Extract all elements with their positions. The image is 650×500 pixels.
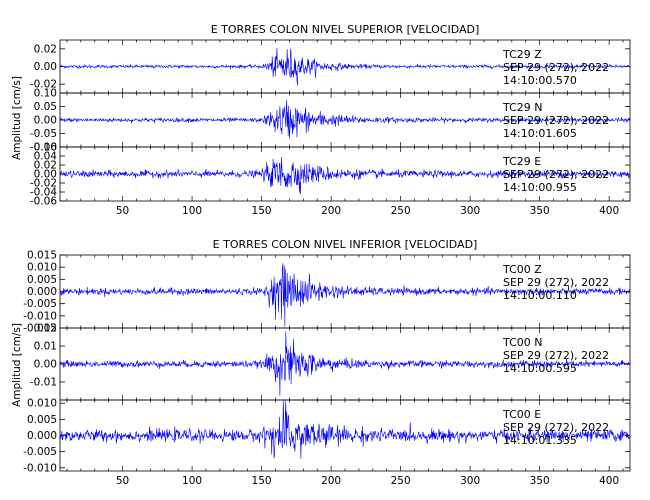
g2-panel-tc00-e-ytick-label: 0.005: [27, 414, 57, 426]
g2-xtick-label: 200: [321, 475, 341, 487]
g2-xtick-label: 250: [391, 475, 411, 487]
g2-panel-tc00-z-station-label: TC00 Z: [502, 263, 542, 276]
g2-panel-tc00-e-station-label: TC00 E: [502, 408, 541, 421]
g2-panel-tc00-z-ytick-label: -0.015: [23, 323, 57, 335]
g1-panel-tc29-z-ytick-label: 0.02: [34, 43, 57, 55]
g1-panel-tc29-e-ytick-label: 0.02: [34, 160, 57, 172]
g2-panel-tc00-n-time-label: 14:10:00.595: [503, 362, 577, 375]
g1-panel-tc29-z-time-label: 14:10:00.570: [503, 74, 577, 87]
g1-panel-tc29-z-ytick-label: -0.02: [30, 79, 57, 91]
g1-panel-tc29-n-ytick-label: -0.05: [30, 128, 57, 140]
g1-panel-tc29-e-date-label: SEP 29 (272), 2022: [503, 168, 609, 181]
g2-panel-tc00-z-ytick-label: -0.010: [23, 310, 57, 322]
g2-panel-tc00-z-trace: [59, 263, 631, 327]
g1-xtick-label: 100: [182, 205, 202, 217]
g1-panel-tc29-e-ytick-label: -0.04: [30, 187, 57, 199]
g1-panel-tc29-n-date-label: SEP 29 (272), 2022: [503, 114, 609, 127]
g1-panel-tc29-n-ytick-label: -0.10: [30, 142, 57, 154]
g1-panel-tc29-e-ytick-label: 0.06: [34, 142, 58, 154]
g2-panel-tc00-n-trace: [59, 331, 631, 396]
g2-xtick-label: 100: [182, 475, 202, 487]
g2-panel-tc00-n-ytick-label: 0.01: [34, 341, 57, 353]
g1-xtick-label: 350: [530, 205, 550, 217]
g1-panel-tc29-n-station-label: TC29 N: [502, 101, 542, 114]
group2-ylabel: Amplitud [cm/s]: [11, 323, 23, 407]
g2-panel-tc00-e-time-label: 14:10:01.335: [503, 434, 577, 447]
g2-panel-tc00-e-ytick-label: -0.010: [23, 462, 57, 474]
g1-xtick-label: 50: [116, 205, 129, 217]
g1-xtick-label: 250: [391, 205, 411, 217]
g2-panel-tc00-e-ytick-label: 0.010: [27, 398, 57, 410]
g2-xtick-label: 300: [460, 475, 480, 487]
g2-panel-tc00-z-ytick-label: 0.015: [27, 250, 57, 262]
g1-panel-tc29-e-time-label: 14:10:00.955: [503, 181, 577, 194]
g2-panel-tc00-e-ytick-label: -0.005: [23, 446, 57, 458]
g1-xtick-label: 150: [252, 205, 272, 217]
g1-xtick-label: 300: [460, 205, 480, 217]
g2-panel-tc00-e-date-label: SEP 29 (272), 2022: [503, 421, 609, 434]
g1-panel-tc29-z-date-label: SEP 29 (272), 2022: [503, 61, 609, 74]
g1-xtick-label: 400: [599, 205, 619, 217]
g2-xtick-label: 150: [252, 475, 272, 487]
group1-ylabel: Amplitud [cm/s]: [11, 76, 23, 160]
g1-panel-tc29-z-trace: [59, 48, 630, 86]
g1-panel-tc29-e-ytick-label: -0.02: [30, 178, 57, 190]
g2-xtick-label: 50: [116, 475, 129, 487]
g1-panel-tc29-n-trace: [59, 99, 631, 139]
g1-panel-tc29-z-station-label: TC29 Z: [502, 48, 542, 61]
g2-panel-tc00-z-ytick-label: 0.000: [27, 286, 57, 298]
g2-panel-tc00-z-ytick-label: 0.010: [27, 262, 57, 274]
g2-panel-tc00-e-trace: [59, 400, 630, 459]
g2-panel-tc00-z-time-label: 14:10:00.110: [503, 289, 577, 302]
g1-panel-tc29-n-ytick-label: 0.00: [34, 115, 57, 127]
g2-panel-tc00-n-station-label: TC00 N: [502, 336, 542, 349]
g1-panel-tc29-n-time-label: 14:10:01.605: [503, 127, 577, 140]
g1-panel-tc29-n-ytick-label: 0.10: [34, 88, 57, 100]
g1-panel-tc29-e-ytick-label: -0.06: [30, 196, 57, 208]
g1-panel-tc29-e-ytick-label: 0.00: [34, 169, 57, 181]
g1-panel-tc29-e-ytick-label: 0.04: [34, 151, 58, 163]
g2-panel-tc00-n-date-label: SEP 29 (272), 2022: [503, 349, 609, 362]
g1-panel-tc29-z-ytick-label: 0.00: [34, 61, 57, 73]
g2-panel-tc00-z-ytick-label: 0.005: [27, 274, 57, 286]
group2-panels: -0.015-0.010-0.0050.0000.0050.0100.015TC…: [23, 250, 631, 487]
g2-panel-tc00-z-ytick-label: -0.005: [23, 298, 57, 310]
g1-panel-tc29-n-ytick-label: 0.05: [34, 101, 57, 113]
g1-panel-tc29-e-station-label: TC29 E: [502, 155, 541, 168]
g2-panel-tc00-n-ytick-label: 0.00: [34, 359, 57, 371]
g2-xtick-label: 350: [530, 475, 550, 487]
group2-title: E TORRES COLON NIVEL INFERIOR [VELOCIDAD…: [213, 238, 478, 251]
g1-panel-tc29-e-trace: [59, 156, 631, 195]
g2-panel-tc00-n-ytick-label: 0.02: [34, 323, 57, 335]
g2-xtick-label: 400: [599, 475, 619, 487]
g2-panel-tc00-n-ytick-label: -0.01: [30, 377, 57, 389]
g2-panel-tc00-e-ytick-label: 0.000: [27, 430, 57, 442]
g2-panel-tc00-z-date-label: SEP 29 (272), 2022: [503, 276, 609, 289]
g1-xtick-label: 200: [321, 205, 341, 217]
group1-title: E TORRES COLON NIVEL SUPERIOR [VELOCIDAD…: [211, 23, 480, 36]
